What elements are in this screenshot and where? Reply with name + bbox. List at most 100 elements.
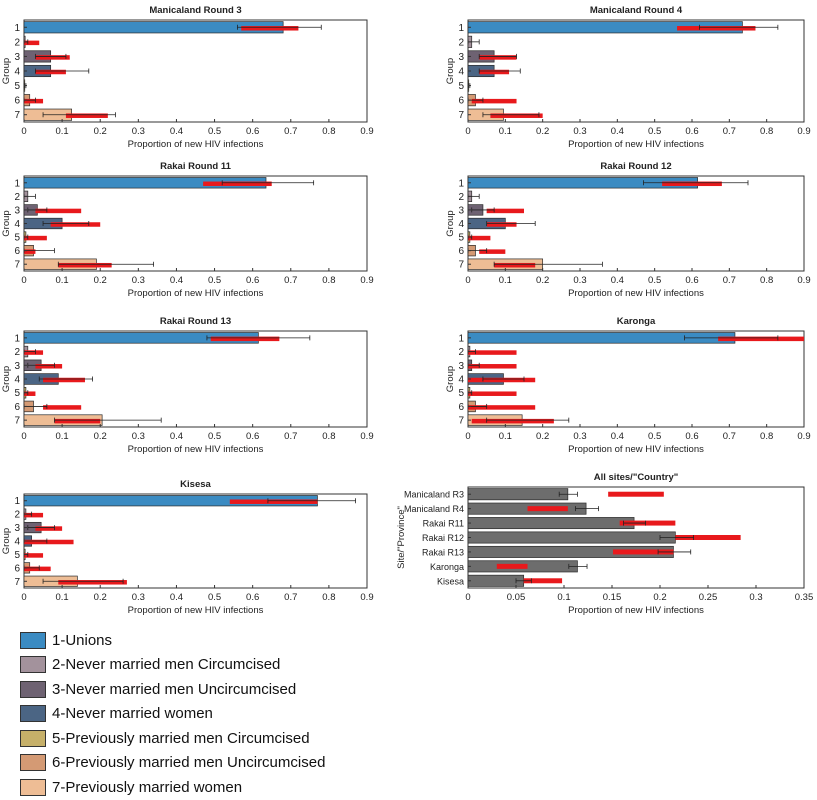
uncertainty-band-7: [58, 262, 112, 268]
x-tick-label-6: 0.6: [685, 431, 698, 442]
x-tick-label-7: 0.7: [284, 592, 297, 603]
x-tick-label-8: 0.8: [760, 431, 773, 442]
y-tick-label-1: 1: [14, 23, 20, 34]
x-tick-label-0: 0: [465, 126, 470, 137]
x-tick-label-9: 0.9: [797, 126, 810, 137]
x-axis-label: Proportion of new HIV infections: [568, 605, 704, 616]
y-tick-label-2: Manicaland R4: [404, 504, 464, 514]
y-axis-label: Group: [1, 210, 12, 236]
x-tick-label-0: 0: [21, 126, 26, 137]
x-tick-label-3: 0.3: [132, 431, 145, 442]
x-tick-label-7: 0.7: [284, 275, 297, 286]
chart-title: Kisesa: [180, 479, 211, 490]
x-tick-label-9: 0.9: [797, 275, 810, 286]
x-tick-label-5: 0.5: [208, 431, 221, 442]
uncertainty-band-1: [677, 26, 756, 31]
x-tick-label-9: 0.9: [797, 431, 810, 442]
y-axis-label: Group: [445, 210, 456, 236]
y-tick-label-3: 3: [14, 523, 20, 534]
y-tick-label-7: 7: [458, 110, 464, 121]
uncertainty-band-4: [50, 222, 101, 227]
legend-swatch-previously-married-men-circumcised: [20, 729, 46, 747]
x-tick-label-0: 0: [465, 592, 470, 603]
y-tick-label-3: 3: [14, 361, 20, 372]
chart-panel-4: 0 0.1 0.2 0.3 0.4 0.5 0.6 0.7 0.8 0.9 1 2 3 4 5 6 7 Rakai…: [445, 161, 811, 299]
uncertainty-band-5: [468, 391, 517, 396]
chart-title: Manicaland Round 3: [149, 5, 241, 16]
legend-item-previously-married-men-circumcised: 5-Previously married men Circumcised: [20, 726, 325, 751]
x-tick-label-5: 0.5: [648, 126, 661, 137]
y-tick-label-1: 1: [458, 178, 464, 189]
x-tick-label-5: 0.25: [699, 592, 718, 603]
uncertainty-band-2: [468, 350, 517, 355]
y-tick-label-4: 4: [14, 375, 20, 386]
x-tick-label-6: 0.3: [749, 592, 762, 603]
y-tick-label-4: 4: [458, 375, 464, 386]
x-tick-label-6: 0.6: [685, 126, 698, 137]
x-tick-label-4: 0.4: [170, 126, 183, 137]
y-axis-label: Group: [445, 58, 456, 84]
legend-swatch-never-married-men-circumcised: [20, 656, 46, 674]
chart-title: Rakai Round 11: [160, 161, 231, 172]
uncertainty-band-4: [486, 222, 517, 227]
y-tick-label-6: 6: [14, 563, 20, 574]
x-tick-label-6: 0.6: [246, 431, 259, 442]
y-tick-label-4: 4: [14, 67, 20, 78]
legend-label-unions: 1-Unions: [52, 631, 113, 649]
legend-item-never-married-women: 4-Never married women: [20, 702, 325, 727]
uncertainty-band-7: [471, 418, 554, 424]
x-tick-label-9: 0.9: [360, 592, 373, 603]
x-tick-label-8: 0.8: [322, 126, 335, 137]
y-tick-label-4: 4: [14, 537, 20, 548]
x-tick-label-3: 0.3: [573, 126, 586, 137]
legend-swatch-previously-married-women: [20, 778, 46, 796]
x-axis-label: Proportion of new HIV infections: [128, 139, 264, 150]
y-tick-label-2: 2: [458, 37, 464, 48]
y-tick-label-2: 2: [458, 347, 464, 358]
y-tick-label-1: 1: [14, 333, 20, 344]
y-tick-label-3: 3: [458, 205, 464, 216]
x-tick-label-6: 0.6: [246, 592, 259, 603]
x-tick-label-1: 0.1: [499, 275, 512, 286]
y-tick-label-3: 3: [458, 52, 464, 63]
uncertainty-band-2: [24, 40, 40, 46]
chart-panel-2: 0 0.1 0.2 0.3 0.4 0.5 0.6 0.7 0.8 0.9 1 2 3 4 5 6 7 Manic…: [445, 5, 811, 150]
y-axis-label: Group: [1, 366, 12, 392]
y-tick-label-6: 6: [458, 246, 464, 257]
y-tick-label-6: 6: [14, 96, 20, 107]
uncertainty-band-4: [35, 69, 66, 75]
x-tick-label-8: 0.8: [760, 275, 773, 286]
y-tick-label-5: 5: [14, 388, 20, 399]
uncertainty-band-3: [35, 364, 63, 369]
x-tick-label-6: 0.6: [246, 126, 259, 137]
x-tick-label-1: 0.1: [56, 592, 69, 603]
y-tick-label-7: 7: [458, 260, 464, 271]
y-tick-label-4: 4: [458, 219, 464, 230]
chart-title: Karonga: [617, 316, 656, 327]
x-tick-label-4: 0.4: [170, 275, 183, 286]
x-tick-label-2: 0.1: [557, 592, 570, 603]
uncertainty-band-4: [479, 69, 510, 75]
x-tick-label-8: 0.8: [760, 126, 773, 137]
x-tick-label-8: 0.8: [322, 431, 335, 442]
uncertainty-band-1: [608, 491, 664, 497]
x-tick-label-7: 0.7: [723, 275, 736, 286]
uncertainty-band-6: [479, 249, 506, 254]
y-tick-label-1: 1: [14, 178, 20, 189]
plot-area: [467, 19, 805, 123]
legend-swatch-never-married-women: [20, 705, 46, 723]
y-tick-label-2: 2: [14, 192, 20, 203]
y-tick-label-5: 5: [458, 233, 464, 244]
x-tick-label-0: 0: [21, 275, 26, 286]
chart-title: Rakai Round 12: [600, 161, 671, 172]
x-tick-label-2: 0.2: [94, 592, 107, 603]
y-axis-label: Site/"Province": [396, 506, 407, 569]
y-tick-label-2: 2: [14, 347, 20, 358]
y-tick-label-3: 3: [458, 361, 464, 372]
bar-1: [467, 488, 569, 501]
x-tick-label-0: 0: [21, 592, 26, 603]
x-tick-label-3: 0.3: [573, 275, 586, 286]
x-tick-label-9: 0.9: [360, 431, 373, 442]
x-axis-label: Proportion of new HIV infections: [568, 444, 704, 455]
legend-item-previously-married-men-uncircumcised: 6-Previously married men Uncircumcised: [20, 751, 325, 776]
